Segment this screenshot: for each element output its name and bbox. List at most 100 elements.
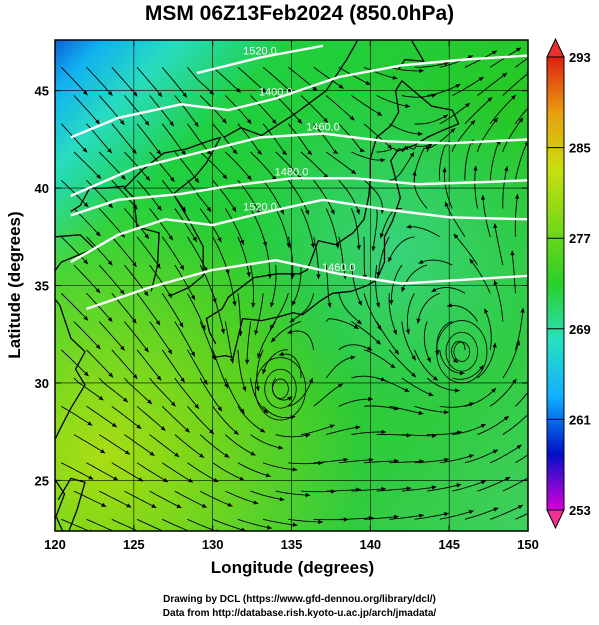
streamline-arrow (343, 457, 349, 462)
streamline-arrow (368, 457, 374, 463)
streamline-arrow (389, 300, 394, 305)
streamline (388, 236, 415, 263)
streamline-arrow (83, 259, 88, 265)
contour-label: 1520.0 (243, 46, 277, 58)
x-tick-label: 120 (44, 537, 66, 552)
streamline-arrow (224, 453, 230, 458)
streamline-arrow (290, 415, 296, 420)
streamline (225, 434, 256, 456)
streamline (338, 344, 373, 351)
streamline (212, 462, 245, 481)
streamline (514, 141, 528, 181)
streamline (98, 95, 125, 126)
streamline-arrow (271, 119, 277, 124)
streamline-arrow (286, 242, 291, 248)
streamline (452, 480, 487, 492)
streamline-arrow (192, 236, 197, 242)
streamline-arrow (143, 291, 149, 297)
streamline-arrow (136, 424, 142, 429)
streamline (86, 518, 115, 531)
streamline (124, 151, 151, 182)
vortex-ring (264, 368, 297, 409)
streamline (73, 95, 101, 125)
streamline-arrow (263, 408, 269, 414)
streamline-arrow (419, 68, 424, 74)
streamline-arrow (108, 372, 114, 378)
streamline (313, 123, 339, 155)
streamline-arrow (406, 224, 412, 229)
streamline (124, 434, 155, 457)
x-axis-label: Longitude (degrees) (210, 558, 375, 577)
streamline (174, 208, 198, 242)
streamline-arrow (405, 103, 410, 109)
streamline (278, 353, 302, 378)
streamline-arrow (377, 111, 383, 116)
streamline (515, 57, 528, 68)
streamline-arrow (120, 345, 125, 351)
streamline-arrow (543, 342, 547, 347)
streamline-arrow (289, 317, 295, 323)
streamline-arrow (292, 522, 298, 527)
streamline-arrow (262, 369, 267, 375)
streamline (451, 119, 476, 153)
streamline (350, 264, 363, 306)
streamline (199, 490, 233, 507)
streamline-arrow (493, 117, 498, 123)
streamline (389, 151, 415, 181)
streamline-arrow (530, 474, 535, 478)
streamline-arrow (444, 201, 449, 207)
x-tick-label: 125 (123, 537, 145, 552)
streamline-arrow (83, 371, 89, 377)
streamline-arrow (206, 206, 211, 212)
streamline (401, 142, 434, 153)
streamline (401, 377, 434, 397)
colorbar-body (546, 56, 565, 511)
streamline-arrow (333, 149, 338, 154)
streamline-arrow (381, 486, 386, 492)
streamline-arrow (310, 243, 315, 249)
streamline (464, 507, 499, 520)
streamline (351, 431, 386, 436)
streamline (376, 95, 411, 108)
streamline-arrow (428, 392, 434, 397)
streamline (136, 180, 162, 211)
streamline (439, 510, 474, 520)
streamline-arrow (279, 497, 285, 502)
coastline (55, 234, 96, 520)
streamline-arrow (493, 223, 498, 229)
streamline (489, 94, 517, 125)
streamline-arrow (312, 86, 318, 91)
streamline (527, 150, 528, 152)
streamline-arrow (380, 158, 386, 163)
streamline (275, 208, 290, 248)
streamline (199, 377, 223, 412)
streamline-arrow (425, 146, 431, 151)
streamline (225, 490, 259, 505)
streamline-arrow (145, 176, 151, 181)
streamline (250, 151, 277, 181)
streamline (161, 462, 194, 483)
streamline (124, 208, 150, 240)
coastline (56, 477, 86, 531)
streamline-arrow (520, 308, 525, 313)
streamline-arrow (411, 372, 416, 378)
streamline (426, 377, 460, 391)
streamline (363, 349, 396, 369)
streamline-arrow (170, 401, 176, 407)
streamline (124, 95, 150, 126)
streamline (136, 405, 166, 431)
streamline-arrow (209, 429, 214, 434)
streamline-arrow (254, 330, 259, 335)
streamline-arrow (190, 295, 195, 300)
streamline (187, 349, 208, 386)
streamline-arrow (418, 131, 423, 137)
streamline (350, 208, 360, 251)
streamline (439, 140, 450, 181)
streamline-arrow (350, 355, 356, 360)
height-contour (70, 198, 528, 264)
streamline (426, 127, 456, 153)
streamline-arrow (484, 308, 489, 314)
streamline (477, 72, 508, 96)
streamline-arrow (224, 383, 228, 389)
streamline (111, 123, 137, 155)
